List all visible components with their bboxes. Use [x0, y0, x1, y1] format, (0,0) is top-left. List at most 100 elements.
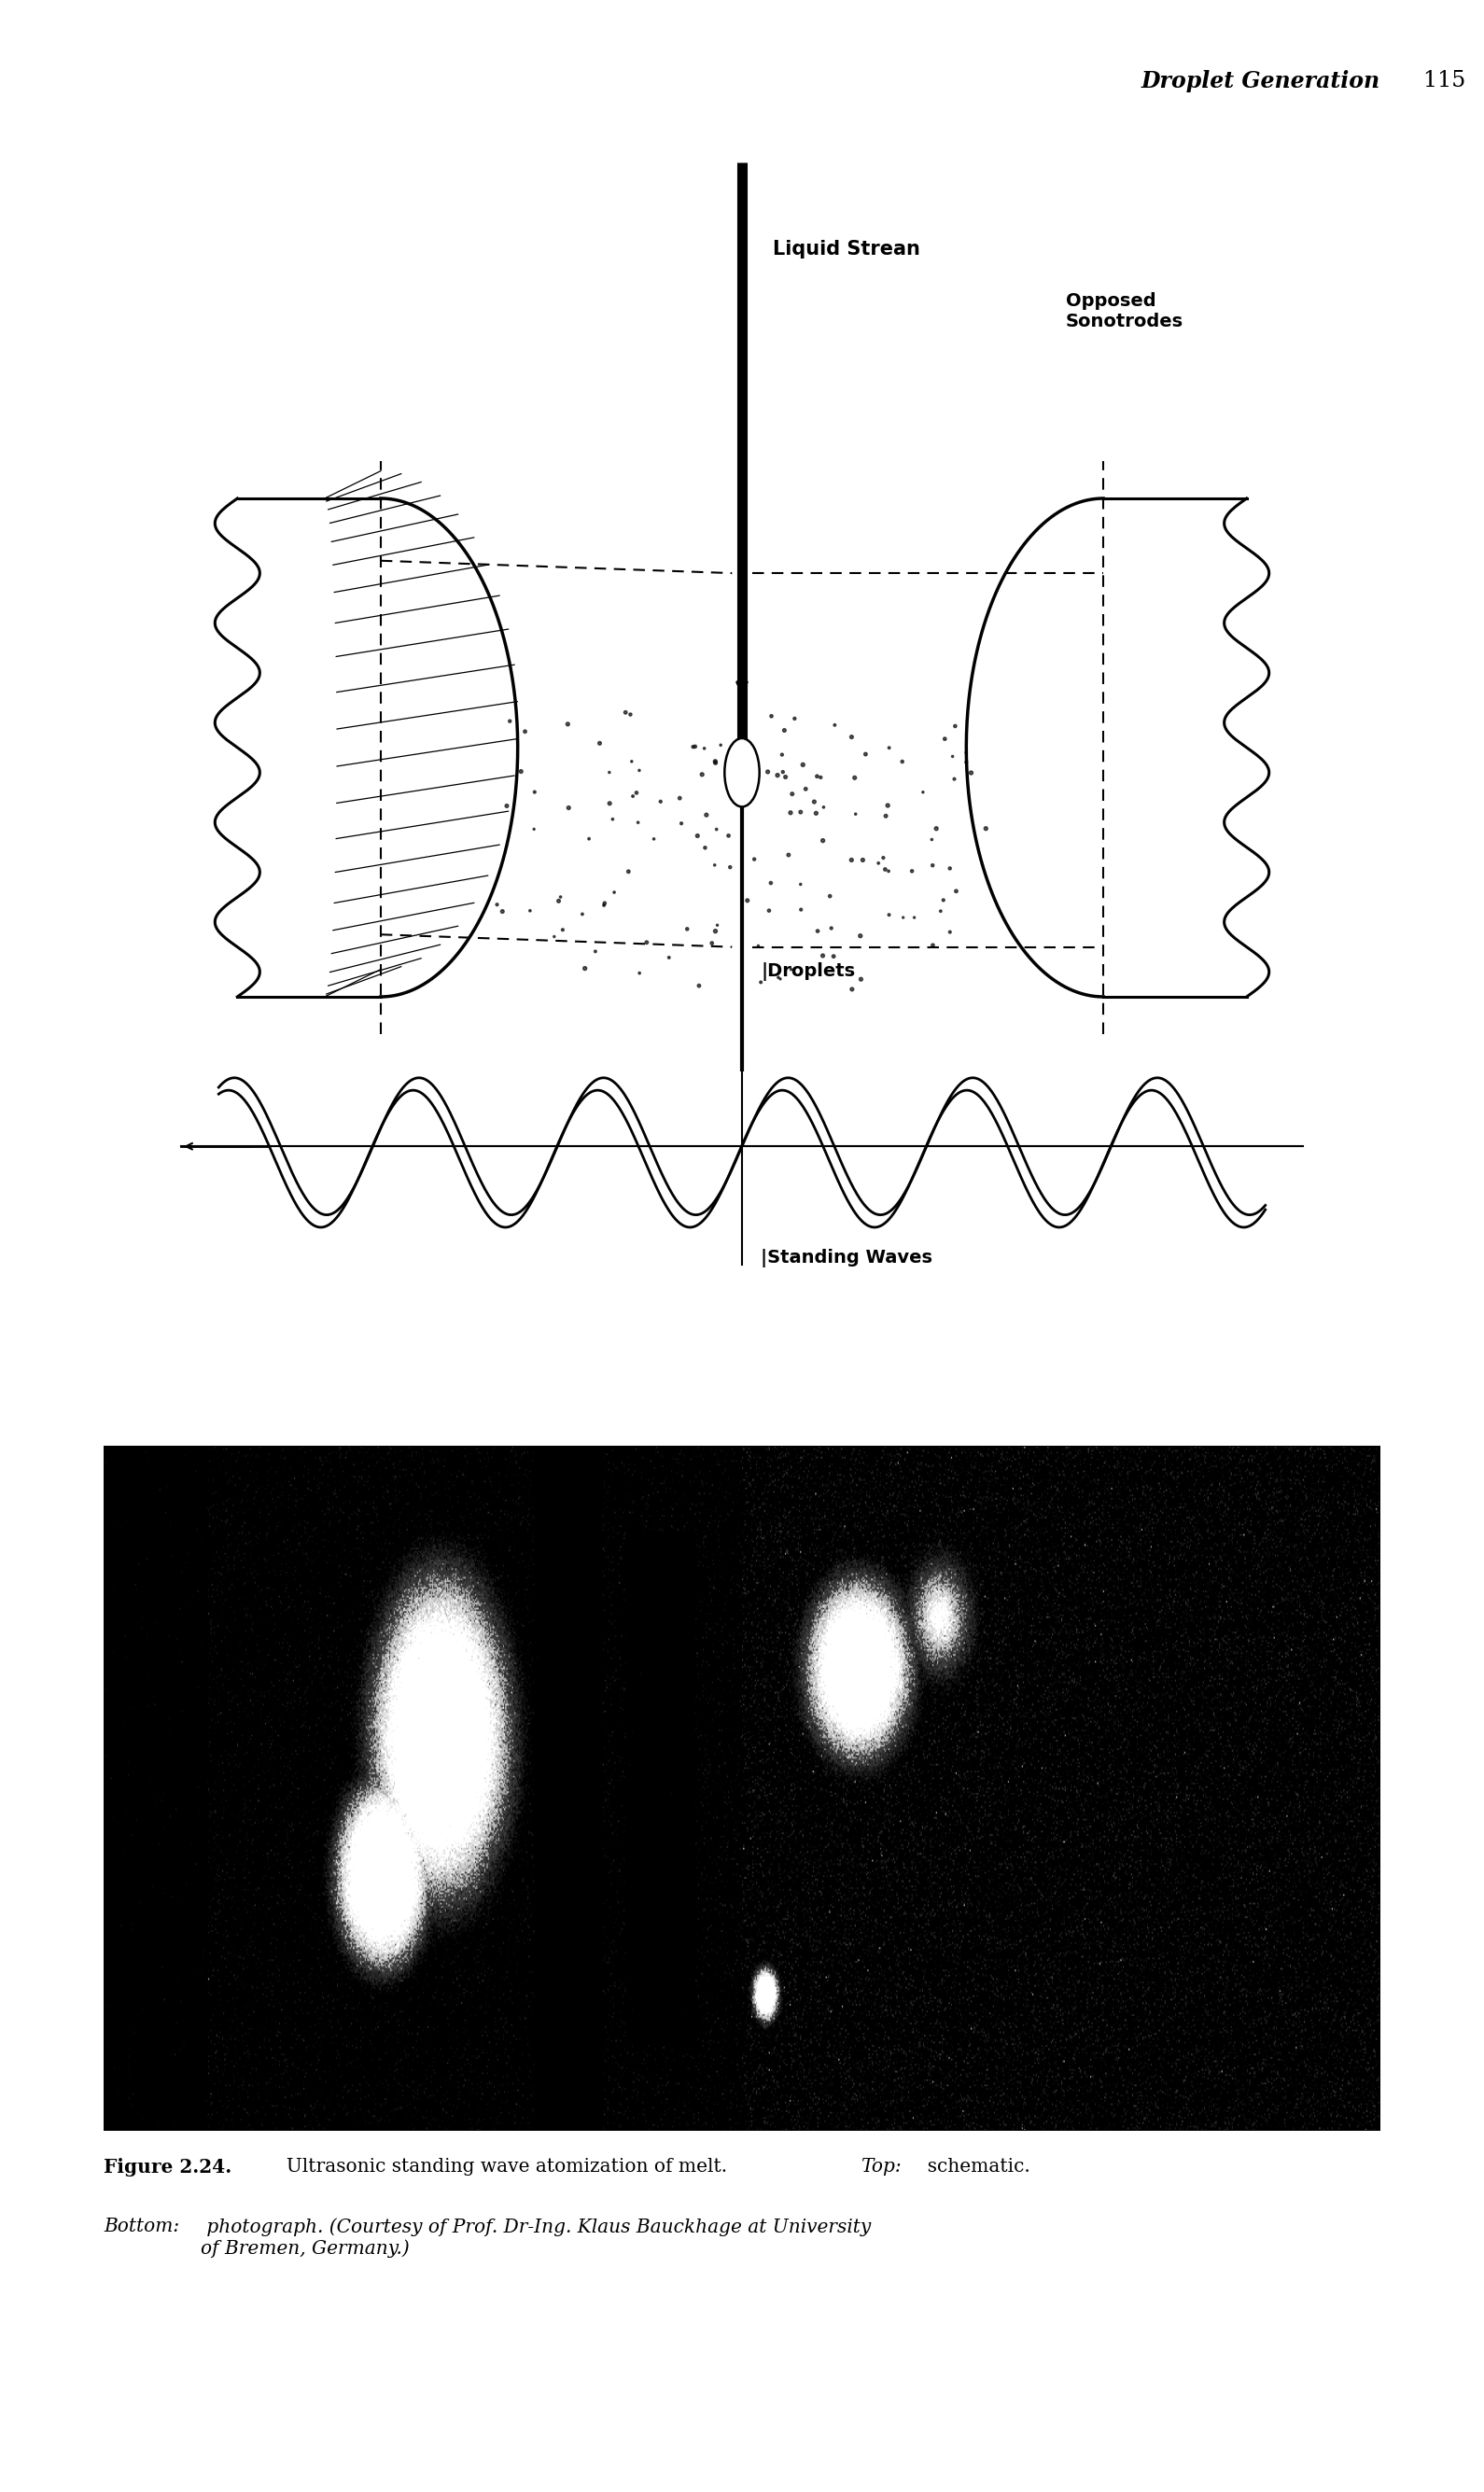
Point: [850, 840, 874, 880]
Point: [570, 895, 594, 934]
Point: [781, 775, 804, 815]
Point: [929, 892, 953, 932]
Point: [776, 835, 800, 875]
Point: [760, 695, 784, 735]
Point: [703, 912, 727, 952]
Point: [874, 795, 898, 835]
Point: [742, 840, 766, 880]
Bar: [104, 1445, 1380, 2131]
Point: [938, 847, 962, 887]
Point: [974, 807, 997, 847]
Point: [779, 792, 803, 832]
Point: [853, 735, 877, 775]
Point: [766, 957, 789, 997]
Point: [583, 932, 607, 972]
Point: [812, 787, 835, 827]
Text: Figure 2.24.: Figure 2.24.: [104, 2158, 232, 2176]
Point: [718, 847, 742, 887]
Text: Liquid Strean: Liquid Strean: [773, 239, 920, 259]
Point: [938, 912, 962, 952]
Point: [687, 967, 711, 1007]
Point: [705, 905, 729, 944]
Point: [810, 820, 834, 860]
Point: [626, 802, 650, 842]
Point: [933, 718, 957, 758]
Point: [746, 927, 770, 967]
Point: [757, 890, 781, 930]
Point: [522, 773, 546, 812]
Point: [901, 852, 925, 892]
Point: [695, 795, 718, 835]
Point: [683, 728, 706, 768]
Point: [843, 758, 867, 797]
Point: [556, 787, 580, 827]
Point: [932, 880, 956, 920]
Text: schematic.: schematic.: [916, 2158, 1030, 2176]
Point: [485, 885, 509, 925]
Point: [509, 753, 533, 792]
Point: [890, 743, 914, 782]
Point: [876, 785, 899, 825]
Point: [810, 937, 834, 977]
Point: [592, 882, 616, 922]
Point: [877, 895, 901, 934]
Point: [542, 917, 565, 957]
Point: [849, 959, 873, 999]
Point: [669, 802, 693, 842]
Point: [675, 910, 699, 949]
Point: [573, 949, 597, 989]
Point: [788, 865, 812, 905]
Text: |Standing Waves: |Standing Waves: [761, 1248, 932, 1268]
Point: [954, 743, 978, 782]
Point: [616, 852, 640, 892]
Point: [727, 745, 751, 785]
Point: [693, 827, 717, 867]
Point: [614, 693, 638, 733]
Point: [920, 845, 944, 885]
Point: [791, 745, 815, 785]
Point: [598, 753, 622, 792]
Point: [920, 820, 944, 860]
Point: [944, 872, 968, 912]
Point: [598, 782, 622, 822]
Point: [643, 820, 666, 860]
Point: [549, 877, 573, 917]
Point: [758, 862, 782, 902]
Text: Bottom:: Bottom:: [104, 2218, 180, 2235]
Point: [941, 738, 965, 778]
Point: [779, 949, 803, 989]
Point: [577, 820, 601, 860]
Point: [625, 773, 649, 812]
Point: [818, 877, 841, 917]
Point: [736, 880, 760, 920]
Point: [703, 743, 727, 782]
Point: [794, 770, 818, 810]
Point: [892, 897, 916, 937]
Point: [804, 792, 828, 832]
Point: [693, 728, 717, 768]
Point: [782, 698, 806, 738]
Point: [902, 897, 926, 937]
Point: [773, 758, 797, 797]
Point: [925, 807, 948, 847]
Point: [788, 792, 812, 832]
Point: [840, 840, 864, 880]
Point: [840, 718, 864, 758]
Point: [806, 758, 830, 797]
Text: Top:: Top:: [861, 2158, 901, 2176]
Point: [822, 705, 846, 745]
Point: [766, 755, 789, 795]
Point: [806, 912, 830, 952]
Point: [922, 925, 945, 964]
Point: [867, 842, 890, 882]
Point: [551, 910, 574, 949]
Point: [789, 890, 813, 930]
Point: [556, 705, 580, 745]
Point: [649, 782, 672, 822]
Point: [628, 952, 651, 992]
Point: [690, 755, 714, 795]
Point: [601, 800, 625, 840]
Point: [522, 810, 546, 850]
Point: [499, 700, 522, 740]
Point: [755, 753, 779, 792]
